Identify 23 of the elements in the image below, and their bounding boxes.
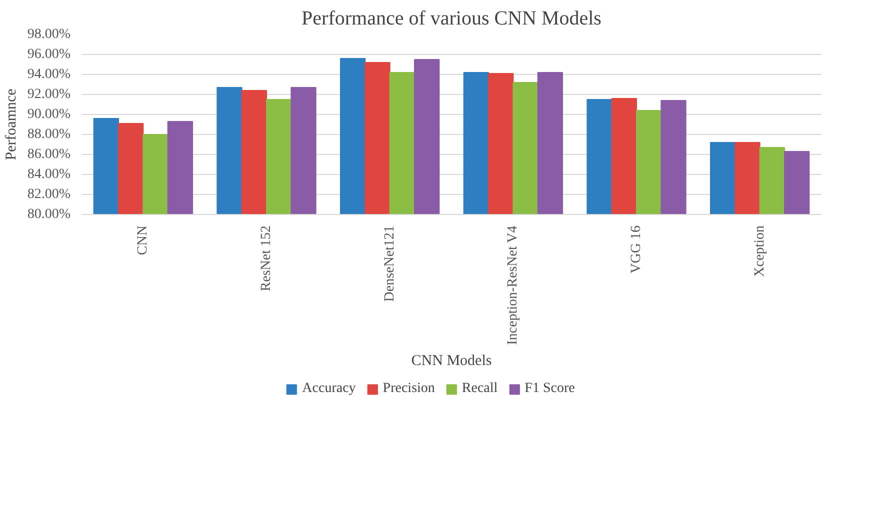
- x-tick-label: CNN: [136, 225, 151, 256]
- y-axis-title: Perfoamnce: [3, 88, 20, 160]
- y-tick-label: 98.00%: [27, 27, 71, 42]
- x-tick-label: Xception: [752, 225, 768, 277]
- x-axis-title: CNN Models: [411, 352, 492, 369]
- y-tick-label: 86.00%: [27, 147, 71, 162]
- x-tick-label: DenseNet121: [382, 225, 398, 302]
- x-tick-label: VGG 16: [629, 225, 644, 274]
- y-tick-label: 84.00%: [27, 167, 71, 182]
- legend-label: Precision: [382, 381, 435, 397]
- y-tick-label: 90.00%: [27, 107, 71, 122]
- y-tick-label: 88.00%: [27, 127, 71, 142]
- y-tick-label: 96.00%: [27, 47, 71, 62]
- legend-label: Accuracy: [302, 381, 356, 397]
- y-tick-label: 82.00%: [27, 187, 71, 202]
- y-tick-label: 92.00%: [27, 87, 71, 102]
- y-tick-label: 80.00%: [27, 207, 71, 222]
- y-tick-label: 94.00%: [27, 67, 71, 82]
- chart-title: Performance of various CNN Models: [302, 8, 602, 30]
- x-tick-label: Inception-ResNet V4: [506, 226, 521, 345]
- legend-label: Recall: [462, 381, 498, 397]
- x-tick-label: ResNet 152: [259, 225, 274, 292]
- legend-label: F1 Score: [524, 381, 575, 397]
